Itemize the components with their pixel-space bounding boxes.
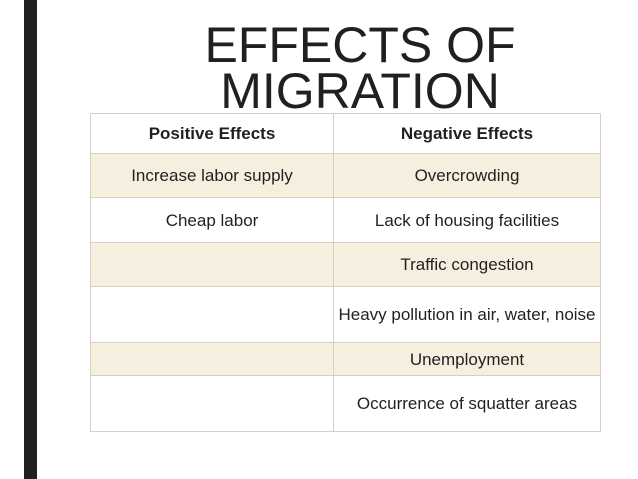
positive-effect-cell: Cheap labor <box>90 197 334 243</box>
title-line-2: MIGRATION <box>220 63 500 119</box>
negative-effect-cell: Heavy pollution in air, water, noise <box>333 286 601 343</box>
positive-effect-cell: Increase labor supply <box>90 153 334 198</box>
header-negative-effects: Negative Effects <box>333 113 601 154</box>
negative-effect-cell: Overcrowding <box>333 153 601 198</box>
table-row: Traffic congestion <box>90 242 601 287</box>
negative-effect-cell: Lack of housing facilities <box>333 197 601 243</box>
negative-effect-cell: Unemployment <box>333 342 601 376</box>
left-accent-bar <box>24 0 37 479</box>
negative-effect-cell: Traffic congestion <box>333 242 601 287</box>
table-row: Occurrence of squatter areas <box>90 375 601 432</box>
negative-effect-cell: Occurrence of squatter areas <box>333 375 601 432</box>
table-row: Heavy pollution in air, water, noise <box>90 286 601 343</box>
positive-effect-cell <box>90 242 334 287</box>
title-line-1: EFFECTS OF <box>204 17 516 73</box>
slide-title: EFFECTS OF MIGRATION <box>175 17 545 119</box>
table-row: Cheap labor Lack of housing facilities <box>90 197 601 243</box>
positive-effect-cell <box>90 375 334 432</box>
header-positive-effects: Positive Effects <box>90 113 334 154</box>
table-header-row: Positive Effects Negative Effects <box>90 113 601 154</box>
table-row: Increase labor supply Overcrowding <box>90 153 601 198</box>
positive-effect-cell <box>90 342 334 376</box>
effects-table: Positive Effects Negative Effects Increa… <box>90 113 601 432</box>
table-row: Unemployment <box>90 342 601 376</box>
positive-effect-cell <box>90 286 334 343</box>
